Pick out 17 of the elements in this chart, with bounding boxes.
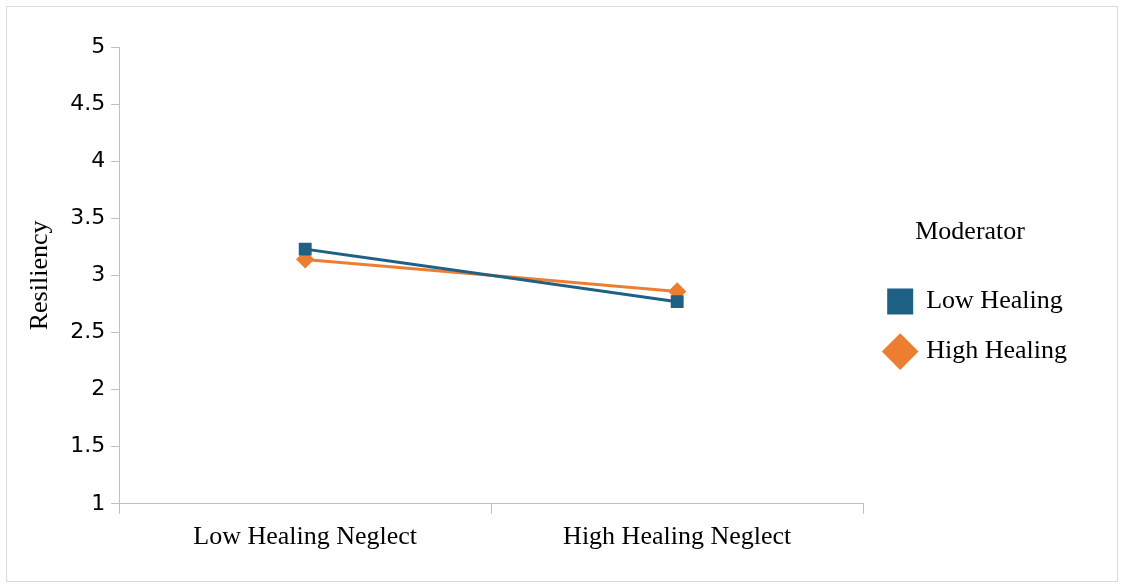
legend-label: High Healing <box>926 335 1068 365</box>
point <box>670 295 684 309</box>
y-tick-label: 2.5 <box>70 318 106 344</box>
y-tick-label: 5 <box>91 32 106 58</box>
y-tick-label: 4 <box>91 146 106 172</box>
y-tick-label: 1 <box>91 489 106 515</box>
y-tick-label: 4.5 <box>70 89 106 115</box>
y-tick-label: 3.5 <box>70 204 106 230</box>
legend-label: Low Healing <box>926 285 1063 315</box>
legend-title: Moderator <box>915 216 1026 246</box>
x-tick-label: High Healing Neglect <box>563 521 793 551</box>
y-tick-label: 3 <box>91 261 106 287</box>
y-tick-label: 1.5 <box>70 432 106 458</box>
y-axis-title: Resiliency <box>24 220 54 331</box>
y-tick-label: 2 <box>91 375 106 401</box>
point <box>298 242 312 256</box>
x-tick-label: Low Healing Neglect <box>193 521 418 551</box>
